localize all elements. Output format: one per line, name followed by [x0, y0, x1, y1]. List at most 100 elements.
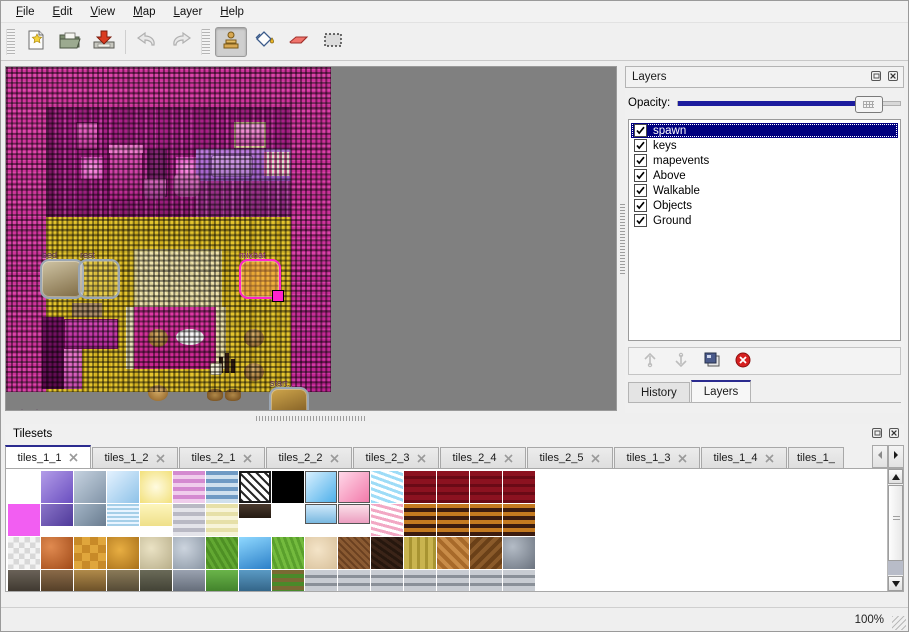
tile-cell[interactable]	[338, 570, 370, 591]
tile-cell[interactable]	[140, 471, 172, 503]
tile-cell[interactable]	[206, 570, 238, 591]
tile-cell[interactable]	[206, 471, 238, 503]
tile-cell[interactable]	[470, 570, 502, 591]
tile-cell[interactable]	[74, 570, 106, 591]
tile-cell[interactable]	[173, 471, 205, 503]
tile-cell[interactable]	[371, 504, 403, 536]
tile-cell[interactable]	[437, 471, 469, 503]
tile-cell[interactable]	[8, 537, 40, 569]
tile-cell[interactable]	[371, 537, 403, 569]
open-map-button[interactable]	[54, 27, 86, 57]
lower-layer-button[interactable]	[668, 350, 694, 372]
tile-cell[interactable]	[41, 504, 73, 526]
resize-grip[interactable]	[892, 616, 906, 630]
tile-cell[interactable]	[437, 570, 469, 591]
close-tab-icon[interactable]	[416, 453, 427, 464]
tile-cell[interactable]	[305, 570, 337, 591]
tile-cell[interactable]	[74, 504, 106, 526]
tile-cell[interactable]	[470, 504, 502, 536]
tile-cell[interactable]	[470, 471, 502, 503]
tile-cell[interactable]	[107, 570, 139, 591]
tile-cell[interactable]	[305, 471, 337, 503]
new-map-button[interactable]	[20, 27, 52, 57]
close-tab-icon[interactable]	[590, 453, 601, 464]
layer-row-mapevents[interactable]: mapevents	[631, 153, 898, 168]
tile-cell[interactable]	[272, 570, 304, 591]
tile-cell[interactable]	[239, 537, 271, 569]
map-canvas[interactable]: bed rest mixhat andor_l entr... start..	[6, 67, 331, 410]
tile-cell[interactable]	[107, 471, 139, 503]
layer-row-spawn[interactable]: spawn	[631, 123, 898, 138]
tile-cell[interactable]	[107, 504, 139, 526]
tile-cell[interactable]	[338, 471, 370, 503]
tileset-tab-tiles_1_1[interactable]: tiles_1_1	[5, 445, 91, 468]
toolbar-grip[interactable]	[6, 28, 15, 55]
tile-cell[interactable]	[173, 570, 205, 591]
tile-cell[interactable]	[503, 504, 535, 536]
tile-cell[interactable]	[239, 504, 271, 518]
save-map-button[interactable]	[88, 27, 120, 57]
eraser-button[interactable]	[283, 27, 315, 57]
tile-cell[interactable]	[206, 537, 238, 569]
redo-button[interactable]	[165, 27, 197, 57]
scrollbar-thumb[interactable]	[888, 485, 903, 561]
tile-cell[interactable]	[74, 471, 106, 503]
tile-cell[interactable]	[140, 504, 172, 526]
layer-row-ground[interactable]: Ground	[631, 213, 898, 228]
tileset-tab-tiles_2_2[interactable]: tiles_2_2	[266, 447, 352, 468]
horizontal-splitter[interactable]	[5, 414, 617, 423]
menu-view[interactable]: View	[90, 5, 116, 18]
tileset-view[interactable]	[5, 468, 904, 592]
map-object-bed[interactable]	[40, 259, 84, 299]
layer-visibility-checkbox[interactable]	[634, 154, 647, 167]
tile-cell[interactable]	[8, 570, 40, 591]
map-view[interactable]: bed rest mixhat andor_l entr... start..	[5, 66, 617, 411]
vertical-splitter[interactable]	[618, 66, 627, 411]
tile-cell[interactable]	[239, 471, 271, 503]
rectangular-select-button[interactable]	[317, 27, 349, 57]
layer-row-above[interactable]: Above	[631, 168, 898, 183]
close-tab-icon[interactable]	[242, 453, 253, 464]
tile-cell[interactable]	[305, 537, 337, 569]
tile-cell[interactable]	[206, 504, 238, 536]
tileset-tab-tiles_2_3[interactable]: tiles_2_3	[353, 447, 439, 468]
layers-float-button[interactable]	[868, 70, 883, 84]
tileset-tab-tiles_2_5[interactable]: tiles_2_5	[527, 447, 613, 468]
layer-visibility-checkbox[interactable]	[634, 214, 647, 227]
tileset-tab-tiles_1_4[interactable]: tiles_1_4	[701, 447, 787, 468]
tile-cell[interactable]	[404, 471, 436, 503]
tileset-tab-tiles_2_1[interactable]: tiles_2_1	[179, 447, 265, 468]
tile-cell[interactable]	[305, 504, 337, 524]
close-tab-icon[interactable]	[503, 453, 514, 464]
close-tab-icon[interactable]	[677, 453, 688, 464]
close-tab-icon[interactable]	[764, 453, 775, 464]
tile-cell[interactable]	[239, 570, 271, 591]
close-tab-icon[interactable]	[155, 453, 166, 464]
tile-cell[interactable]	[74, 537, 106, 569]
layer-visibility-checkbox[interactable]	[634, 199, 647, 212]
tile-cell[interactable]	[503, 570, 535, 591]
tile-cell[interactable]	[371, 471, 403, 503]
delete-layer-button[interactable]	[730, 350, 756, 372]
layer-visibility-checkbox[interactable]	[634, 184, 647, 197]
menu-help[interactable]: Help	[220, 5, 244, 18]
menu-map[interactable]: Map	[133, 5, 156, 18]
raise-layer-button[interactable]	[637, 350, 663, 372]
tile-cell[interactable]	[8, 471, 40, 503]
slider-handle[interactable]	[855, 96, 884, 113]
tile-cell[interactable]	[404, 570, 436, 591]
duplicate-layer-button[interactable]	[699, 350, 725, 372]
tileset-tab-tiles_1_2[interactable]: tiles_1_2	[92, 447, 178, 468]
layer-visibility-checkbox[interactable]	[634, 169, 647, 182]
object-resize-handle[interactable]	[272, 290, 284, 302]
tile-cell[interactable]	[41, 537, 73, 569]
map-object-rest[interactable]	[78, 259, 120, 299]
tile-cell[interactable]	[404, 537, 436, 569]
tile-cell[interactable]	[503, 537, 535, 569]
tile-cell[interactable]	[140, 570, 172, 591]
tile-cell[interactable]	[338, 504, 370, 524]
menu-file[interactable]: File	[16, 5, 35, 18]
tilesets-close-button[interactable]	[886, 427, 901, 441]
tile-cell[interactable]	[272, 504, 304, 536]
layer-row-keys[interactable]: keys	[631, 138, 898, 153]
